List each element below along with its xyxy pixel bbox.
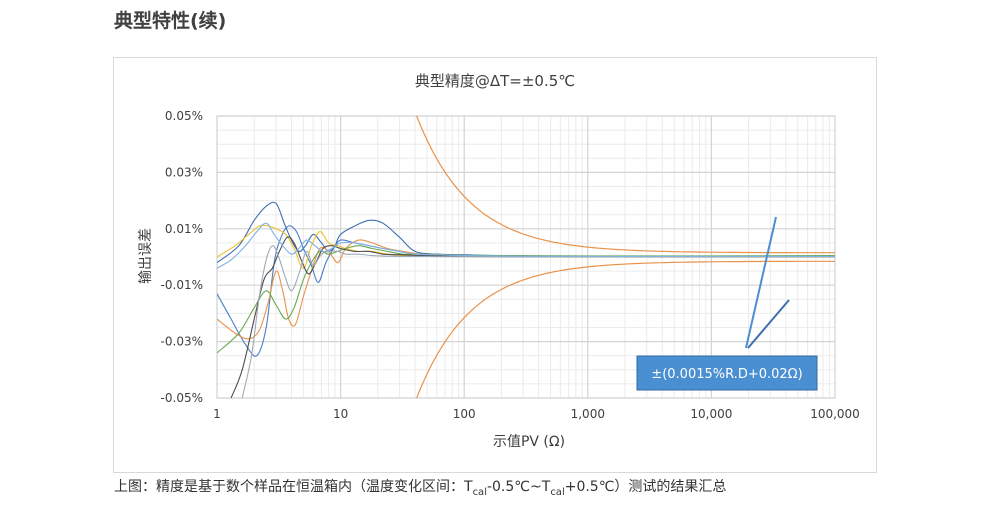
figure-caption: 上图：精度是基于数个样品在恒温箱内（温度变化区间：Tcal-0.5℃~Tcal+… [114,476,726,498]
x-axis-label: 示值PV (Ω) [493,434,565,450]
series-line-2 [217,201,835,264]
caption-t2: T [541,479,551,495]
error-chart: 典型精度@ΔT=±0.5℃ 1 10 100 1,000 10,000 100,000 0.… [138,72,860,450]
annotation-box [636,355,818,391]
series-line-3 [217,239,835,340]
x-tick-label: 1,000 [571,407,605,421]
y-tick-label: 0.01% [165,222,203,236]
annotation-arrow-upper [745,216,777,349]
series-line-7 [241,245,835,398]
x-tick-label: 1 [213,407,221,421]
caption-t1: T [464,479,473,495]
limit-curves [415,116,835,398]
x-tick-label: 10,000 [690,407,732,421]
x-tick-label: 10 [333,407,348,421]
x-tick-label: 100 [453,407,476,421]
series-line-1 [217,225,835,357]
tick-labels: 1 10 100 1,000 10,000 100,000 0.05% 0.03% 0.01% -… [161,109,860,421]
y-tick-label: 0.03% [165,165,203,179]
caption-t2-sub: cal [550,486,565,498]
caption-suffix: +0.5℃）测试的结果汇总 [564,479,727,495]
annotation: ±(0.0015%R.D+0.02Ω) [636,216,818,391]
chart-title: 典型精度@ΔT=±0.5℃ [415,72,575,90]
annotation-arrow-lower [747,299,790,349]
page-heading: 典型特性(续) [114,10,227,32]
caption-mid: -0.5℃~ [486,479,542,495]
caption-prefix: 上图：精度是基于数个样品在恒温箱内（温度变化区间： [114,479,464,495]
upper-limit-curve [415,116,835,254]
annotation-text: ±(0.0015%R.D+0.02Ω) [651,367,802,382]
y-tick-label: -0.05% [161,391,203,405]
y-tick-label: -0.03% [161,335,203,349]
y-axis-label: 输出误差 [138,228,154,284]
chart-frame: 典型精度@ΔT=±0.5℃ 1 10 100 1,000 10,000 100,000 0.… [113,57,877,473]
series-line-8 [217,222,835,269]
y-tick-label: 0.05% [165,109,203,123]
series-line-5 [217,245,835,354]
x-tick-label: 100,000 [810,407,860,421]
series-lines [217,201,835,398]
y-tick-label: -0.01% [161,278,203,292]
lower-limit-curve [415,260,835,398]
caption-t1-sub: cal [472,486,487,498]
